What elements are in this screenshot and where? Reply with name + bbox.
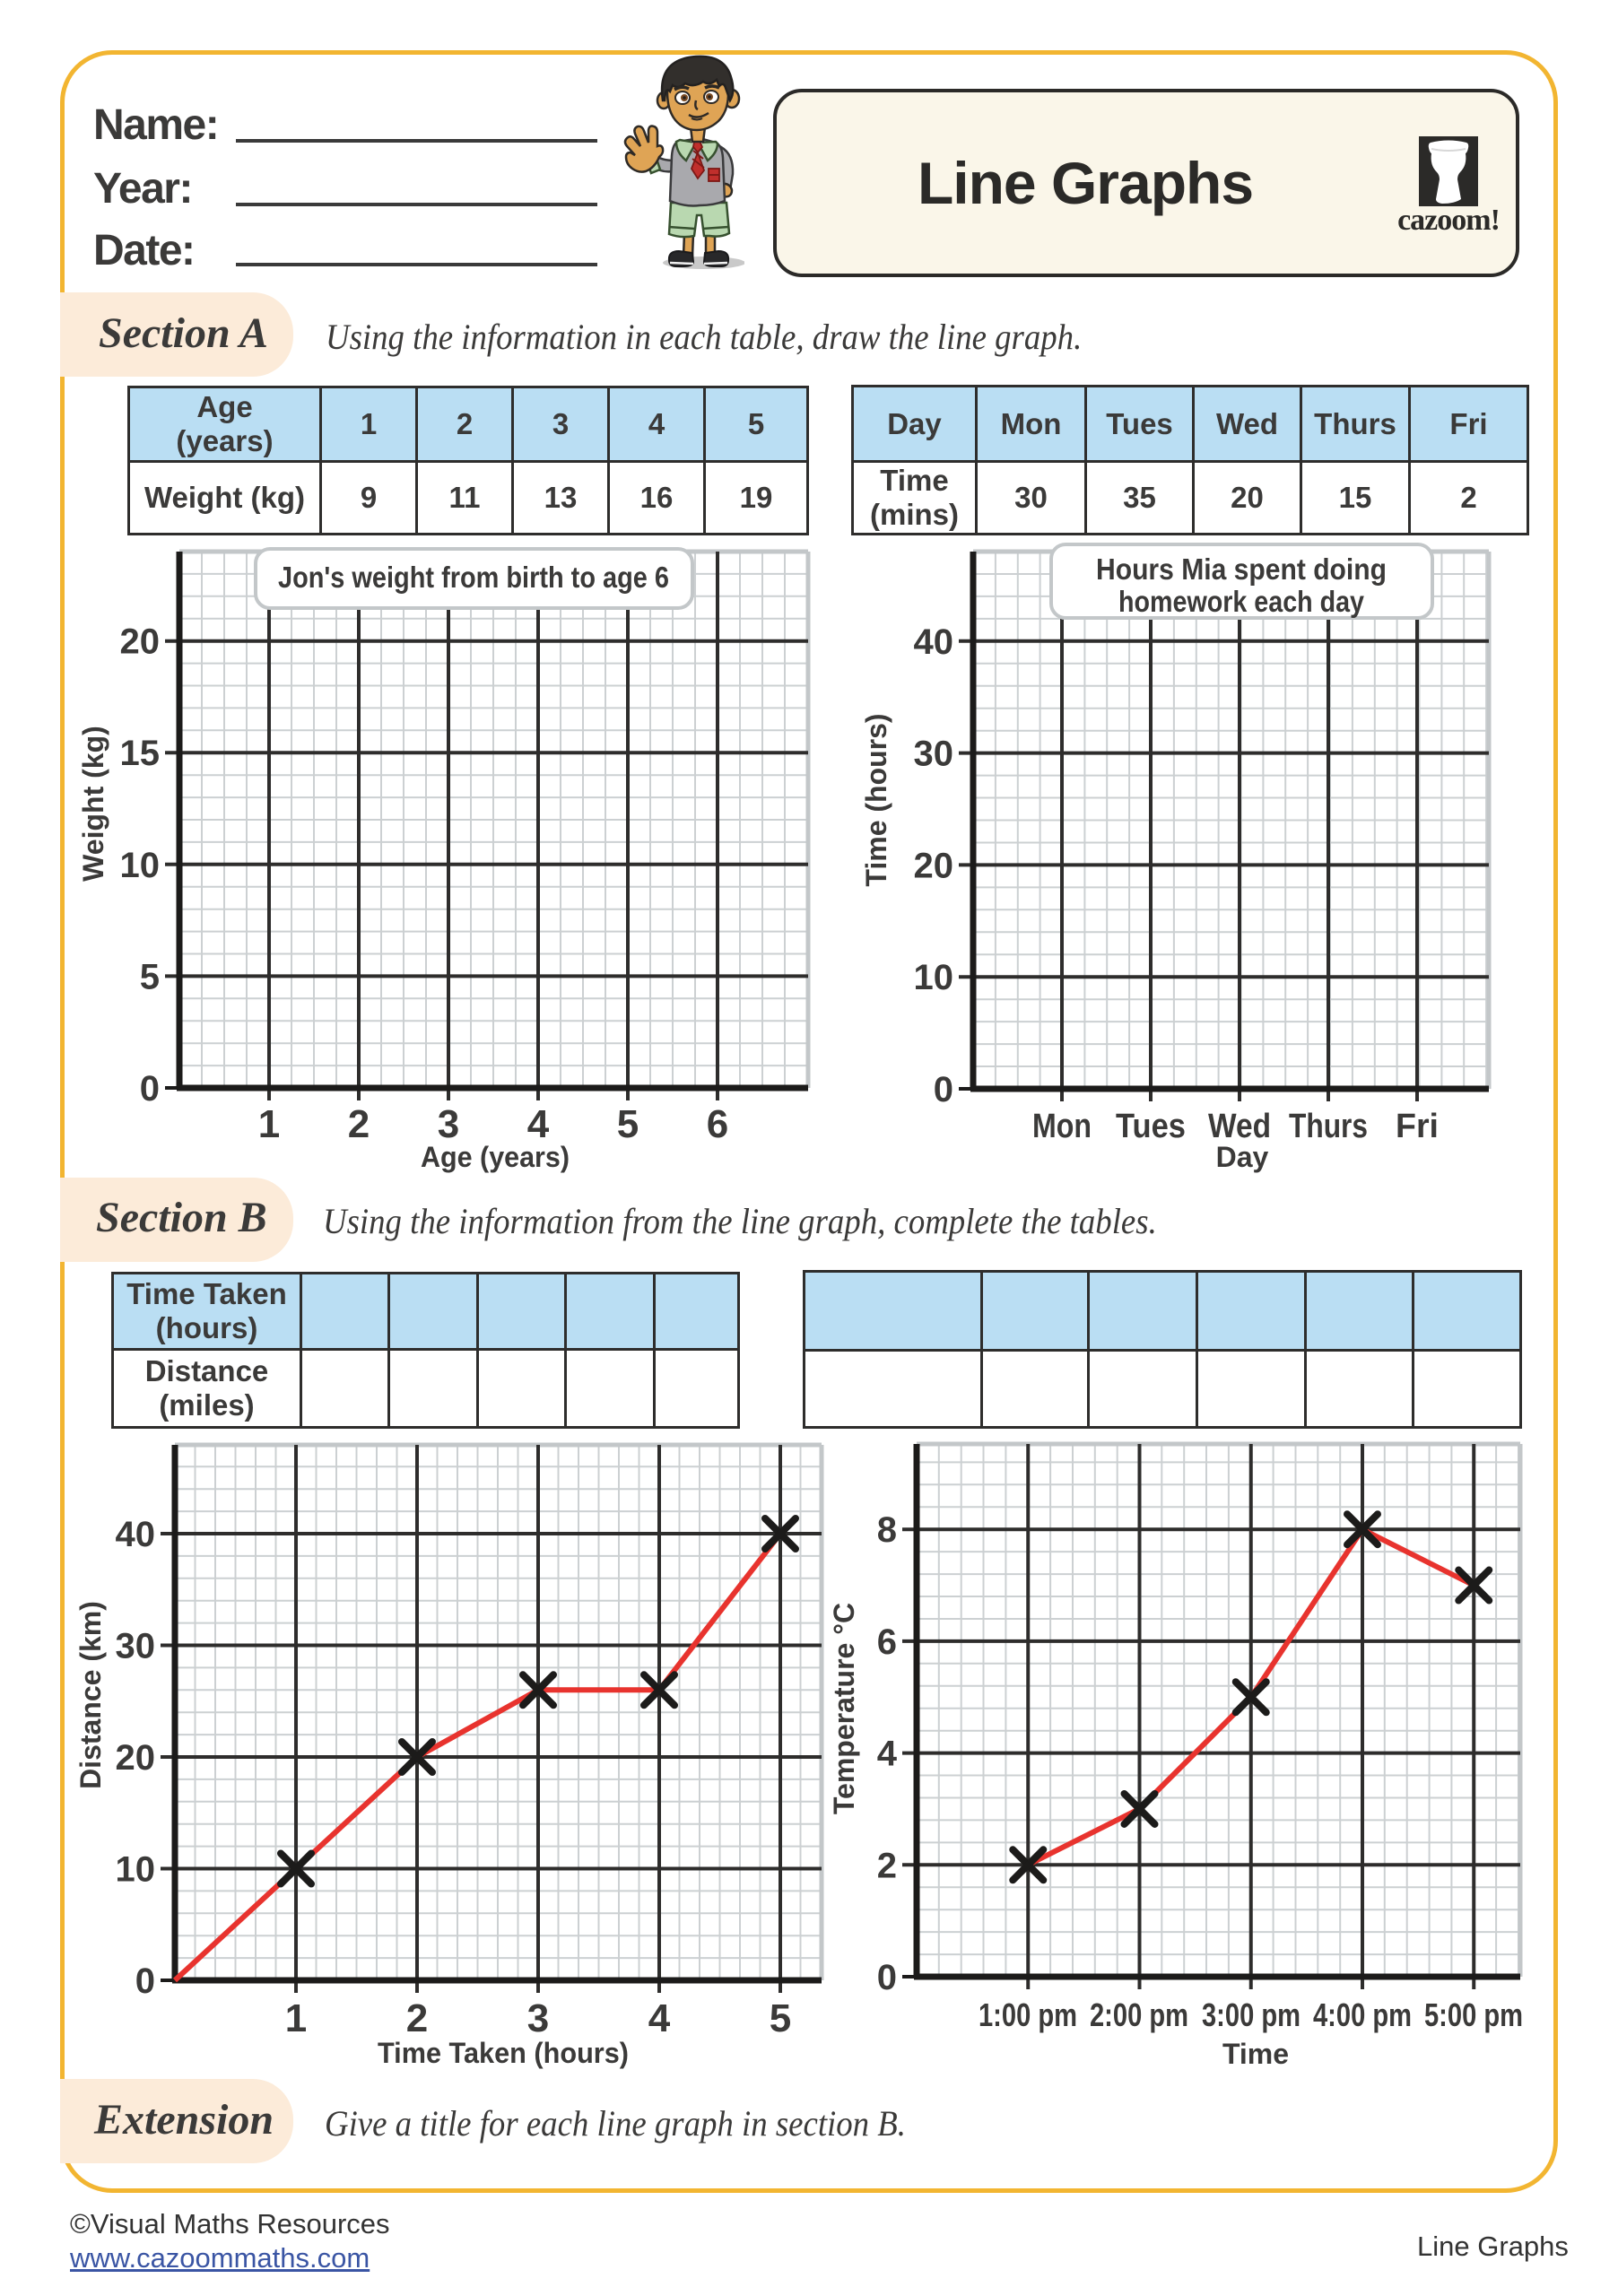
svg-text:0: 0 xyxy=(135,1961,155,2001)
svg-text:Day: Day xyxy=(1216,1141,1269,1173)
svg-text:20: 20 xyxy=(914,846,954,885)
svg-text:3: 3 xyxy=(527,1996,549,2040)
svg-text:4: 4 xyxy=(527,1102,550,1146)
svg-text:1:00 pm: 1:00 pm xyxy=(979,1996,1077,2033)
svg-text:2: 2 xyxy=(406,1996,428,2040)
svg-text:Time Taken (hours): Time Taken (hours) xyxy=(378,2037,629,2069)
svg-text:Fri: Fri xyxy=(1396,1108,1439,1145)
svg-text:5: 5 xyxy=(140,957,160,996)
svg-text:Time: Time xyxy=(1222,2038,1289,2070)
svg-text:30: 30 xyxy=(116,1627,156,1666)
svg-text:10: 10 xyxy=(914,958,954,997)
svg-text:5: 5 xyxy=(770,1996,791,2040)
svg-text:30: 30 xyxy=(914,735,954,774)
svg-text:15: 15 xyxy=(120,734,161,773)
svg-text:3:00 pm: 3:00 pm xyxy=(1202,1996,1300,2033)
svg-text:20: 20 xyxy=(116,1738,156,1778)
svg-text:10: 10 xyxy=(116,1850,156,1890)
svg-text:Wed: Wed xyxy=(1208,1108,1271,1145)
svg-text:0: 0 xyxy=(934,1070,953,1109)
svg-text:0: 0 xyxy=(877,1958,897,1997)
svg-text:2:00 pm: 2:00 pm xyxy=(1090,1996,1188,2033)
svg-text:Jon's weight from birth to age: Jon's weight from birth to age 6 xyxy=(278,561,669,594)
svg-text:Mon: Mon xyxy=(1032,1108,1092,1145)
svg-text:8: 8 xyxy=(877,1510,897,1550)
svg-text:Weight (kg): Weight (kg) xyxy=(77,726,109,882)
svg-text:6: 6 xyxy=(707,1102,728,1146)
svg-text:5:00 pm: 5:00 pm xyxy=(1424,1996,1523,2033)
svg-text:Tues: Tues xyxy=(1116,1108,1186,1145)
svg-text:5: 5 xyxy=(617,1102,639,1146)
svg-text:Thurs: Thurs xyxy=(1289,1108,1368,1145)
svg-text:3: 3 xyxy=(438,1102,459,1146)
svg-text:0: 0 xyxy=(140,1069,160,1109)
svg-text:homework each day: homework each day xyxy=(1118,585,1365,618)
svg-text:20: 20 xyxy=(120,622,161,662)
svg-text:40: 40 xyxy=(116,1515,156,1554)
svg-text:10: 10 xyxy=(120,846,161,885)
svg-text:2: 2 xyxy=(348,1102,370,1146)
svg-text:Age (years): Age (years) xyxy=(421,1141,570,1173)
svg-text:Distance (km): Distance (km) xyxy=(74,1601,107,1789)
svg-text:6: 6 xyxy=(877,1622,897,1662)
svg-text:Hours Mia spent doing: Hours Mia spent doing xyxy=(1096,552,1387,586)
svg-text:1: 1 xyxy=(258,1102,280,1146)
svg-text:Time (hours): Time (hours) xyxy=(860,713,892,886)
svg-text:4: 4 xyxy=(877,1735,898,1774)
svg-text:40: 40 xyxy=(914,622,954,662)
svg-text:4: 4 xyxy=(648,1996,671,2040)
svg-text:1: 1 xyxy=(285,1996,307,2040)
svg-text:2: 2 xyxy=(877,1846,897,1885)
svg-text:4:00 pm: 4:00 pm xyxy=(1313,1996,1412,2033)
svg-text:Temperature °C: Temperature °C xyxy=(828,1603,860,1814)
svg-text:cazoom!: cazoom! xyxy=(1397,204,1500,235)
